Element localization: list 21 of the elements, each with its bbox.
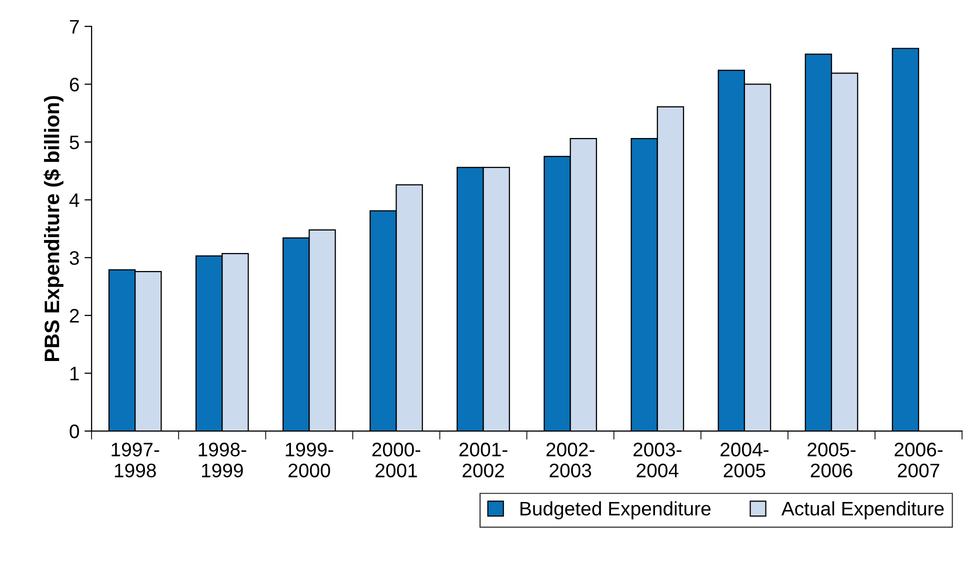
x-tick-label: 2006-2007 [894,442,943,478]
y-tick-label: 6 [70,78,79,92]
legend-label: Actual Expenditure [781,501,944,520]
y-tick-label: 5 [70,136,79,150]
x-tick-label: 2005-2006 [808,442,856,478]
x-tick-label: 2002-2003 [546,442,594,478]
y-tick-label: 0 [70,424,80,438]
x-tick-label: 2003-2004 [634,442,682,478]
x-tick-label: 2001-2002 [459,442,508,478]
x-tick-label: 1998-1999 [198,442,246,478]
y-tick-label: 4 [69,194,80,207]
y-tick-label: 7 [70,20,79,34]
y-axis-title: PBS Expenditure ($ billion) [44,96,64,362]
y-tick-label: 3 [70,251,79,265]
x-tick-label: 1997-1998 [112,442,160,478]
legend-label: Budgeted Expenditure [520,501,711,520]
y-tick-label: 1 [70,366,79,380]
x-tick-label: 1999-2000 [286,442,334,478]
x-tick-label: 2000-2001 [372,442,420,478]
x-tick-label: 2004-2005 [720,442,768,478]
y-tick-label: 2 [70,308,79,322]
